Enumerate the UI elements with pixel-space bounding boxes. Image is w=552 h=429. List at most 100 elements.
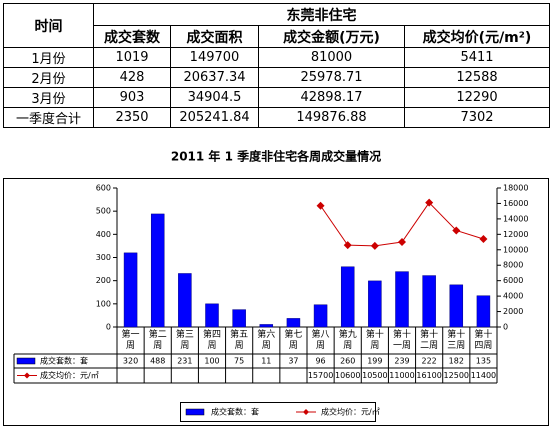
y2-tick-label: 14000	[503, 214, 528, 223]
table-cell: 20637.34	[170, 67, 259, 88]
table-value: 11	[261, 357, 271, 366]
bar	[205, 303, 219, 328]
table-legend-label: 成交均价：元/㎡	[40, 370, 99, 380]
x-tick-label: 第三周	[175, 330, 194, 351]
x-tick-label: 第七周	[284, 330, 303, 351]
header-row: 时间 东莞非住宅	[3, 3, 550, 48]
x-tick-label: 第二周	[148, 330, 167, 351]
table-value: 100	[204, 357, 219, 366]
table-cell: 5411	[404, 47, 550, 68]
table-value: 320	[123, 357, 138, 366]
table-value: 182	[449, 357, 464, 366]
legend-label: 成交套数：套	[211, 407, 259, 417]
x-tick-label: 第四周	[202, 330, 221, 351]
y2-tick-label: 6000	[503, 276, 523, 285]
table-cell: 25978.71	[258, 67, 405, 88]
table-value: 11000	[389, 371, 414, 380]
table-value: 37	[288, 357, 298, 366]
y2-tick-label: 18000	[503, 184, 528, 193]
chart-title: 2011 年 1 季度非住宅各周成交量情况	[171, 149, 381, 164]
y2-tick-label: 4000	[503, 292, 523, 301]
bar	[123, 252, 138, 328]
bar	[259, 324, 274, 328]
table-value: 488	[150, 357, 165, 366]
legend-frame	[180, 402, 376, 422]
x-tick-label: 第一周	[121, 330, 140, 351]
y2-tick-label: 10000	[503, 245, 528, 254]
table-value: 96	[315, 357, 325, 366]
legend-swatch	[185, 408, 205, 416]
table-row: 3月份 903 34904.5 42898.17 12290	[3, 87, 550, 108]
header-cell: 成交金额(万元)	[258, 25, 405, 48]
line-marker	[479, 234, 488, 243]
bar	[340, 266, 355, 328]
line-marker	[398, 238, 406, 247]
y-tick-label: 300	[96, 253, 111, 262]
x-tick-label: 第十一周	[392, 330, 411, 351]
bar	[395, 271, 409, 328]
y-tick-label: 0	[106, 323, 111, 332]
table-cell: 7302	[404, 107, 550, 128]
table-value: 222	[422, 357, 437, 366]
table-value: 10500	[362, 371, 387, 380]
bar	[286, 318, 301, 328]
header-row: 成交套数 成交面积 成交金额(万元) 成交均价(元/m²)	[4, 25, 550, 48]
y-tick-label: 500	[96, 207, 111, 216]
header-cell: 成交均价(元/m²)	[404, 25, 550, 48]
table-value: 15700	[308, 371, 333, 380]
table-value: 10600	[335, 371, 360, 380]
table-row: 1月份 1019 149700 81000 5411	[3, 47, 550, 68]
header-cell: 时间	[3, 3, 94, 48]
table-value: 260	[340, 357, 355, 366]
table-value: 11400	[471, 371, 496, 380]
x-tick-label: 第八周	[311, 330, 330, 351]
bar	[150, 213, 165, 328]
y-tick-label: 400	[96, 230, 111, 239]
line-marker	[316, 201, 325, 210]
table-value: 135	[476, 357, 491, 366]
line-marker	[425, 198, 434, 207]
table-value: 199	[367, 357, 382, 366]
legend-marker	[303, 409, 309, 415]
x-tick-label: 第十四周	[474, 330, 493, 351]
line-marker	[343, 241, 352, 250]
y2-tick-label: 16000	[503, 199, 528, 208]
table-cell: 一季度合计	[3, 107, 94, 128]
x-tick-label: 第九周	[338, 330, 357, 351]
table-value: 231	[177, 357, 192, 366]
bar	[368, 280, 382, 328]
y2-tick-label: 0	[503, 323, 508, 332]
bar	[476, 295, 491, 328]
chart-frame	[3, 178, 549, 426]
bar	[178, 273, 192, 328]
line-marker	[452, 226, 461, 235]
y2-tick-label: 2000	[503, 307, 523, 316]
bar	[449, 284, 464, 328]
table-row: 2月份 428 20637.34 25978.71 12588	[3, 67, 550, 88]
x-tick-label: 第十三周	[447, 330, 466, 351]
legend-swatch	[16, 357, 36, 365]
table-legend-label: 成交套数：套	[40, 356, 88, 366]
x-tick-label: 第十周	[365, 330, 384, 351]
table-value: 239	[394, 357, 409, 366]
table-cell: 903	[93, 87, 171, 108]
y-tick-label: 600	[96, 184, 111, 193]
table-value: 16100	[416, 371, 441, 380]
bar	[313, 304, 328, 328]
bar	[422, 275, 436, 328]
x-tick-label: 第六周	[257, 330, 276, 351]
table-body: 时间 东莞非住宅 成交套数 成交面积 成交金额(万元) 成交均价(元/m²) 1月份 1…	[3, 3, 550, 128]
table-cell: 81000	[258, 47, 405, 68]
table-cell: 149876.88	[258, 107, 405, 128]
legend-marker	[24, 372, 30, 379]
legend-label: 成交均价：元/㎡	[321, 407, 380, 417]
x-tick-label: 第十二周	[420, 330, 439, 351]
y-tick-label: 200	[96, 276, 111, 285]
table-value: 75	[234, 357, 244, 366]
table-cell: 205241.84	[170, 107, 259, 128]
table-row: 一季度合计 2350 205241.84 149876.88 7302	[3, 107, 550, 128]
table-value: 12500	[444, 371, 469, 380]
line-marker	[370, 241, 379, 250]
